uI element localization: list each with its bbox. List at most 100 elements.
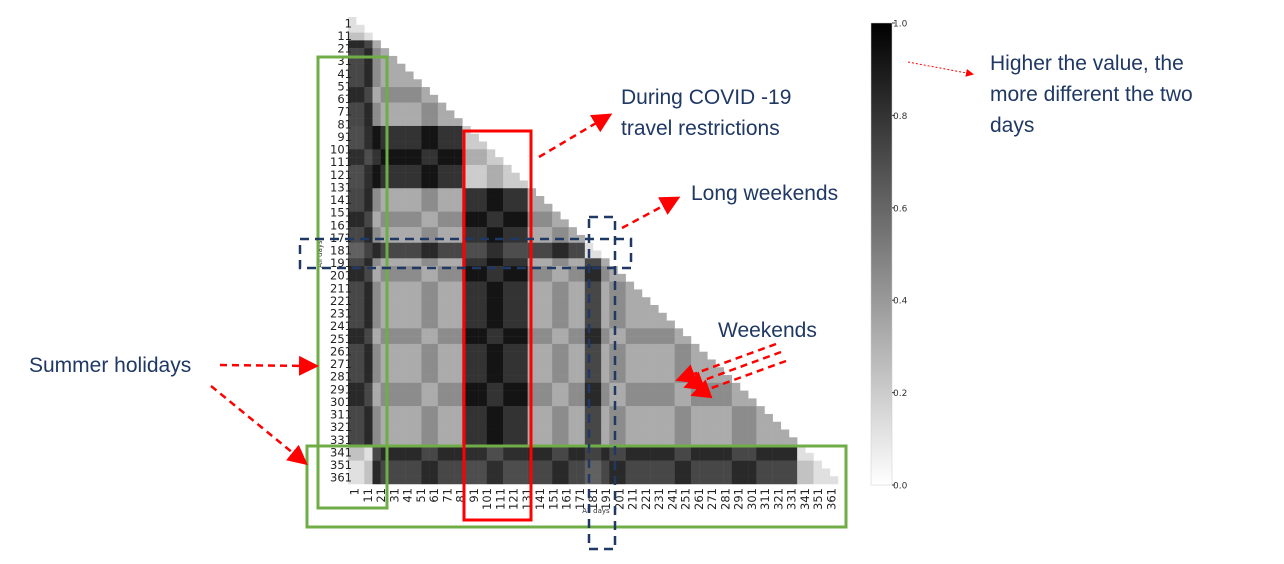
heatmap-cell — [617, 406, 626, 415]
heatmap-cell — [478, 351, 488, 360]
heatmap-cell — [413, 351, 422, 360]
y-tick-label: 241 — [330, 319, 352, 333]
heatmap-cell — [356, 452, 365, 461]
heatmap-cell — [388, 445, 398, 454]
heatmap-cell — [642, 398, 651, 407]
heatmap-cell — [519, 196, 528, 205]
heatmap-cell — [552, 429, 561, 438]
heatmap-cell — [356, 429, 365, 438]
heatmap-cell — [437, 421, 447, 430]
heatmap-cell — [405, 172, 414, 181]
heatmap-cell — [380, 196, 390, 205]
heatmap-cell — [421, 133, 430, 142]
heatmap-cell — [437, 242, 447, 251]
heatmap-cell — [380, 133, 390, 142]
heatmap-cell — [535, 196, 545, 205]
heatmap-cell — [650, 406, 659, 415]
heatmap-cell — [405, 476, 414, 485]
heatmap-cell — [478, 211, 488, 220]
heatmap-cell — [356, 289, 365, 298]
heatmap-cell — [397, 141, 406, 150]
heatmap-cell — [568, 445, 577, 454]
heatmap-cell — [495, 164, 504, 173]
heatmap-cell — [470, 398, 479, 407]
heatmap-cell — [715, 413, 724, 422]
heatmap-cell — [364, 281, 373, 290]
heatmap-cell — [413, 133, 422, 142]
higher-value-line-3: days — [990, 114, 1035, 137]
heatmap-cell — [715, 398, 724, 407]
heatmap-cell — [723, 476, 733, 485]
heatmap-cell — [560, 281, 569, 290]
heatmap-cell — [715, 406, 724, 415]
heatmap-cell — [380, 211, 390, 220]
heatmap-cell — [691, 382, 700, 391]
heatmap-cell — [511, 211, 520, 220]
heatmap-cell — [405, 437, 414, 446]
heatmap-cell — [429, 266, 439, 275]
heatmap-cell — [511, 297, 520, 306]
heatmap-cell — [348, 133, 357, 142]
heatmap-cell — [519, 219, 528, 228]
heatmap-cell — [364, 55, 373, 64]
summer-arrow-down — [210, 385, 308, 466]
heatmap-cell — [650, 460, 659, 469]
heatmap-cell — [780, 452, 790, 461]
heatmap-cell — [421, 164, 430, 173]
heatmap-cell — [454, 304, 463, 314]
heatmap-cell — [511, 304, 520, 314]
heatmap-cell — [552, 328, 561, 337]
heatmap-cell — [535, 242, 545, 251]
heatmap-cell — [544, 429, 553, 438]
heatmap-cell — [674, 390, 684, 399]
heatmap-cell — [388, 406, 398, 415]
heatmap-cell — [764, 452, 773, 461]
heatmap-cell — [454, 452, 463, 461]
heatmap-cell — [699, 421, 708, 430]
heatmap-cell — [421, 367, 430, 376]
heatmap-cell — [593, 266, 602, 275]
heatmap-cell — [437, 320, 447, 329]
heatmap-cell — [617, 413, 626, 422]
heatmap-cell — [388, 71, 398, 80]
heatmap-cell — [584, 437, 594, 446]
heatmap-cell — [511, 343, 520, 352]
heatmap-cell — [446, 367, 455, 376]
heatmap-cell — [495, 421, 504, 430]
heatmap-cell — [674, 413, 684, 422]
heatmap-cell — [642, 421, 651, 430]
heatmap-cell — [405, 273, 414, 282]
heatmap-cell — [405, 297, 414, 306]
heatmap-cell — [511, 188, 520, 197]
heatmap-cell — [593, 375, 602, 384]
heatmap-cell — [633, 351, 643, 360]
y-tick-label: 321 — [330, 420, 352, 434]
heatmap-cell — [503, 266, 512, 275]
heatmap-cell — [348, 172, 357, 181]
heatmap-cell — [715, 375, 724, 384]
heatmap-cell — [413, 468, 422, 477]
heatmap-cell — [372, 94, 381, 103]
heatmap-cell — [388, 312, 398, 321]
heatmap-cell — [478, 297, 488, 306]
heatmap-cell — [437, 289, 447, 298]
heatmap-cell — [495, 203, 504, 212]
heatmap-cell — [715, 445, 724, 454]
heatmap-cell — [413, 87, 422, 96]
heatmap-cell — [356, 281, 365, 290]
heatmap-cell — [560, 304, 569, 314]
heatmap-cell — [576, 351, 586, 360]
heatmap-cell — [470, 133, 479, 142]
heatmap-cell — [462, 157, 471, 166]
heatmap-cell — [470, 149, 479, 158]
heatmap-cell — [372, 125, 381, 134]
heatmap-cell — [388, 125, 398, 134]
heatmap-cell — [625, 312, 635, 321]
heatmap-cell — [805, 460, 814, 469]
heatmap-cell — [568, 452, 577, 461]
heatmap-cell — [519, 188, 528, 197]
heatmap-cell — [601, 328, 610, 337]
heatmap-cell — [421, 258, 430, 267]
heatmap-cell — [731, 398, 741, 407]
heatmap-cell — [584, 390, 594, 399]
